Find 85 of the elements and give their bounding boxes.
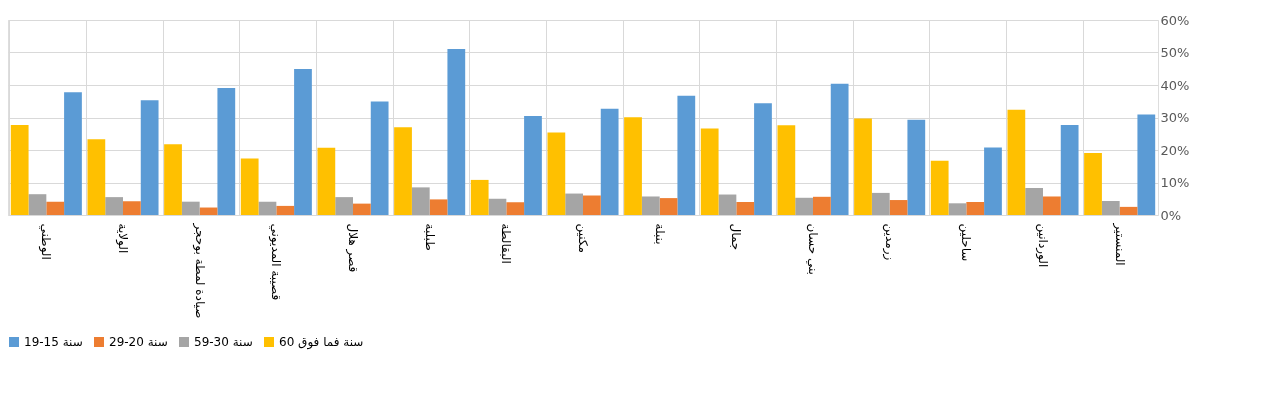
x-tick-label: البقالطة	[499, 223, 514, 264]
x-tick-label: قصيبة المديوني	[268, 223, 284, 301]
y-tick-label: 50%	[1160, 45, 1190, 60]
bar	[1137, 114, 1156, 215]
bar	[294, 69, 312, 215]
bar	[830, 83, 849, 215]
bar	[565, 193, 583, 215]
bar	[813, 196, 831, 215]
bar	[353, 203, 371, 215]
y-tick-label: 60%	[1160, 12, 1190, 28]
bar	[583, 195, 601, 215]
bar	[907, 119, 926, 215]
bar	[930, 160, 949, 215]
bar	[429, 199, 448, 215]
bar	[87, 139, 106, 215]
x-tick-label: الوردانين	[1035, 223, 1050, 268]
bar	[10, 124, 29, 215]
bar	[64, 92, 82, 215]
legend-label: 60 سنة فما فوق	[279, 335, 364, 350]
bar	[871, 192, 890, 215]
y-tick-label: 30%	[1160, 110, 1190, 125]
bar	[795, 197, 813, 215]
y-tick-label: 40%	[1160, 77, 1190, 93]
y-tick-label: 0%	[1160, 207, 1182, 223]
x-tick-label: صيادة لمطة بوحجر	[191, 222, 207, 319]
legend-label: 29-20 سنة	[109, 335, 168, 349]
y-tick-label: 20%	[1160, 142, 1190, 158]
bar	[1101, 201, 1120, 215]
x-tick-label: مكنين	[575, 223, 590, 253]
bar	[335, 197, 353, 215]
bar	[659, 198, 678, 215]
bar	[488, 198, 507, 215]
x-tick-label: الوطني	[38, 223, 54, 260]
x-tick-label: طبلبة	[422, 223, 437, 251]
bar	[240, 158, 259, 215]
bar	[966, 202, 985, 215]
bar	[181, 201, 200, 215]
bar	[317, 147, 336, 215]
bar	[447, 48, 466, 215]
bar	[411, 187, 430, 215]
bar	[524, 115, 542, 215]
bar	[948, 203, 967, 215]
bar	[700, 128, 719, 215]
bar	[984, 147, 1002, 215]
bar	[164, 144, 182, 215]
y-tick-label: 10%	[1160, 175, 1190, 190]
bar	[140, 100, 159, 215]
bar	[506, 202, 525, 215]
bar	[1007, 109, 1026, 215]
legend-label: 19-15 سنة	[24, 335, 83, 349]
bar	[370, 101, 389, 215]
bar	[641, 196, 660, 215]
bar	[470, 179, 489, 215]
bar	[677, 95, 696, 215]
bar	[718, 194, 737, 215]
bar	[624, 117, 642, 215]
bar	[547, 132, 566, 215]
x-tick-label: المنستير	[1111, 222, 1127, 266]
bar	[46, 201, 65, 215]
x-tick-label: الولاية	[115, 223, 130, 254]
bar	[28, 194, 47, 215]
bar	[105, 197, 123, 215]
bar	[217, 87, 236, 215]
x-tick-label: بنبلة	[652, 223, 667, 245]
legend-label: 59-30 سنة	[194, 335, 253, 349]
x-tick-label: ساحلين	[958, 223, 974, 262]
x-tick-label: قصر هلال	[345, 223, 360, 273]
x-tick-label: جمال	[729, 223, 744, 251]
x-tick-label: زرمدين	[881, 223, 897, 261]
bar	[276, 205, 295, 215]
bar	[736, 202, 755, 215]
bar	[854, 118, 872, 215]
bar	[123, 201, 141, 215]
bar	[394, 127, 412, 215]
x-tick-label: بني حسان	[806, 223, 820, 275]
bar	[600, 108, 619, 215]
bar	[1084, 152, 1102, 215]
bar	[1119, 206, 1138, 215]
bar	[1043, 196, 1061, 215]
bar	[258, 201, 277, 215]
bar	[1025, 188, 1043, 215]
bar	[754, 103, 772, 215]
bar	[1060, 124, 1079, 215]
bar	[777, 125, 796, 215]
bar	[889, 200, 908, 215]
